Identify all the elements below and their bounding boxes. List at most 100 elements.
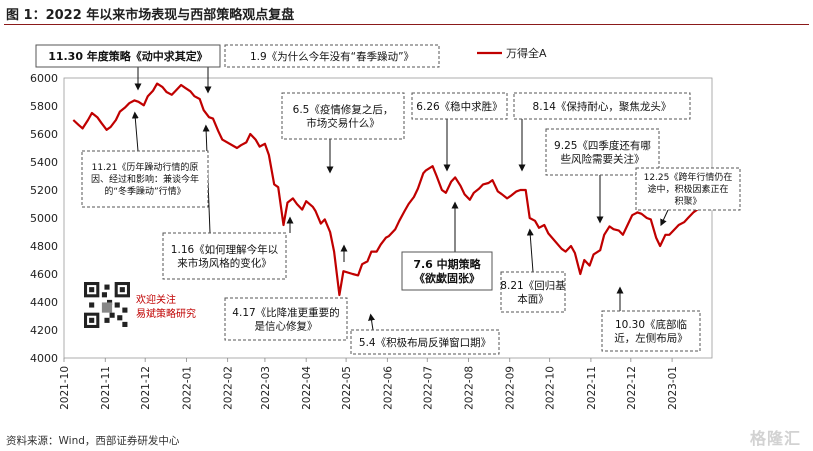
annotation-box: 4.17《比降准更重要的是信心修复》 — [224, 297, 348, 341]
qr-code-icon — [84, 282, 130, 328]
y-tick-label: 6000 — [30, 72, 58, 85]
annotation-text-line: 的“冬季躁动”行情》 — [104, 185, 185, 197]
annotation-text: 8.21《回归基本面》 — [500, 279, 566, 306]
annotation-text-line: 近，左侧布局》 — [614, 332, 688, 345]
x-tick-label: 2022-09 — [505, 366, 517, 410]
annotation-box: 11.21《历年躁动行情的原因、经过和影响：兼谈今年的“冬季躁动”行情》 — [81, 150, 209, 208]
legend-label: 万得全A — [506, 46, 547, 60]
y-tick-label: 5800 — [30, 100, 58, 113]
annotation-text: 5.4《积极布局反弹窗口期》 — [359, 336, 491, 349]
title-rule — [4, 24, 809, 25]
annotation-text-line: 9.25《四季度还有哪 — [554, 139, 651, 152]
x-tick-label: 2022-01 — [181, 366, 193, 410]
annotation-text: 6.5《疫情修复之后，市场交易什么》 — [293, 103, 394, 130]
annotation-frame — [635, 167, 741, 211]
annotation-text-line: 本面》 — [517, 293, 549, 306]
x-tick-label: 2022-06 — [382, 366, 394, 410]
plot-frame — [63, 77, 713, 359]
annotation-frame — [35, 44, 221, 68]
annotation-text-line: 1.16《如何理解今年以 — [171, 243, 279, 256]
annotation-text-line: 6.26《稳中求胜》 — [416, 100, 502, 113]
annotation-text-line: 来市场风格的变化》 — [177, 257, 272, 270]
y-tick-label: 5000 — [30, 212, 58, 225]
y-tick-label: 5600 — [30, 128, 58, 141]
follow-text: 欢迎关注 易斌策略研究 — [136, 294, 196, 322]
follow-line-1: 欢迎关注 — [136, 295, 176, 306]
watermark: 格隆汇 — [749, 429, 801, 448]
annotation-text-line: 市场交易什么》 — [306, 117, 380, 130]
annotation-frame — [545, 128, 660, 176]
annotation-text-line: 7.6 中期策略 — [413, 257, 481, 271]
annotation-arrow — [660, 209, 669, 227]
x-tick-label: 2021-11 — [100, 366, 112, 410]
annotation-text: 10.30《底部临近，左侧布局》 — [614, 318, 688, 345]
y-tick-label: 4000 — [30, 352, 58, 365]
annotation-frame — [81, 150, 209, 208]
x-tick-label: 2022-07 — [422, 366, 434, 410]
annotation-text: 6.26《稳中求胜》 — [416, 100, 502, 113]
annotation-box: 5.4《积极布局反弹窗口期》 — [350, 329, 500, 355]
annotation-text-line: 11.30 年度策略《动中求其定》 — [48, 49, 208, 63]
y-tick-label: 5200 — [30, 184, 58, 197]
annotation-box: 12.25《跨年行情仍在途中，积极因素正在积聚》 — [635, 167, 741, 211]
annotation-text-line: 因、经过和影响：兼谈今年 — [91, 173, 199, 185]
annotation-box: 1.9《为什么今年没有“春季躁动”》 — [224, 44, 440, 68]
annotation-box: 7.6 中期策略《欲歔固张》 — [401, 251, 493, 291]
x-tick-label: 2022-04 — [301, 366, 313, 410]
annotation-text: 9.25《四季度还有哪些风险需要关注》 — [554, 139, 651, 166]
annotation-box: 6.26《稳中求胜》 — [411, 92, 508, 120]
annotation-text-line: 8.14《保持耐心，聚焦龙头》 — [533, 100, 672, 113]
tick-labels: 4000 4200 4400 4600 4800 5000 5200 5400 5600 5800… — [30, 72, 679, 410]
x-tick-label: 2022-11 — [586, 366, 598, 410]
annotation-text: 8.14《保持耐心，聚焦龙头》 — [533, 100, 672, 113]
annotation-text: 12.25《跨年行情仍在途中，积极因素正在积聚》 — [644, 171, 733, 207]
annotation-box: 11.30 年度策略《动中求其定》 — [35, 44, 221, 68]
annotation-text-line: 是信心修复》 — [255, 320, 318, 333]
annotation-box: 1.16《如何理解今年以来市场风格的变化》 — [162, 232, 287, 280]
annotation-frame — [601, 310, 701, 352]
x-tick-label: 2021-10 — [59, 366, 71, 410]
annotation-box: 10.30《底部临近，左侧布局》 — [601, 310, 701, 352]
annotation-frame — [224, 297, 348, 341]
axes — [63, 77, 713, 362]
x-tick-label: 2022-08 — [464, 366, 476, 410]
y-tick-label: 4800 — [30, 240, 58, 253]
annotation-box: 9.25《四季度还有哪些风险需要关注》 — [545, 128, 660, 176]
annotation-box: 6.5《疫情修复之后，市场交易什么》 — [281, 92, 405, 140]
annotation-text: 1.9《为什么今年没有“春季躁动”》 — [250, 50, 414, 63]
annotation-arrow — [131, 111, 139, 152]
annotation-text-line: 11.21《历年躁动行情的原 — [92, 161, 199, 173]
annotation-text-line: 6.5《疫情修复之后， — [293, 103, 394, 116]
y-tick-label: 4600 — [30, 268, 58, 281]
follow-line-2: 易斌策略研究 — [136, 309, 196, 320]
annotation-text: 7.6 中期策略《欲歔固张》 — [413, 257, 481, 285]
annotation-frame — [401, 251, 493, 291]
annotation-frame — [411, 92, 508, 120]
x-tick-label: 2022-05 — [341, 366, 353, 410]
annotation-text-line: 途中，积极因素正在 — [647, 183, 728, 195]
y-tick-label: 4200 — [30, 324, 58, 337]
annotation-box: 8.21《回归基本面》 — [500, 271, 566, 313]
y-tick-label: 4400 — [30, 296, 58, 309]
x-tick-label: 2022-02 — [223, 366, 235, 410]
annotation-text-line: 《欲歔固张》 — [414, 271, 480, 285]
x-tick-label: 2021-12 — [140, 366, 152, 410]
annotation-box: 8.14《保持耐心，聚焦龙头》 — [513, 92, 691, 120]
y-tick-label: 5400 — [30, 156, 58, 169]
annotation-frame — [500, 271, 566, 313]
legend: 万得全A — [477, 46, 547, 60]
annotation-frame — [162, 232, 287, 280]
series-line — [72, 82, 699, 297]
annotation-frame — [224, 44, 440, 68]
annotation-text-line: 积聚》 — [674, 195, 701, 207]
annotation-frame — [281, 92, 405, 140]
annotation-text: 11.21《历年躁动行情的原因、经过和影响：兼谈今年的“冬季躁动”行情》 — [91, 161, 199, 197]
annotation-text-line: 8.21《回归基 — [500, 279, 566, 292]
source-note: 资料来源：Wind，西部证券研发中心 — [6, 435, 180, 447]
x-tick-label: 2022-03 — [260, 366, 272, 410]
x-tick-label: 2023-01 — [667, 366, 679, 410]
annotation-text-line: 5.4《积极布局反弹窗口期》 — [359, 336, 491, 349]
figure-title: 图 1：2022 年以来市场表现与西部策略观点复盘 — [6, 8, 295, 23]
annotation-arrow — [526, 228, 534, 273]
annotation-frame — [513, 92, 691, 120]
